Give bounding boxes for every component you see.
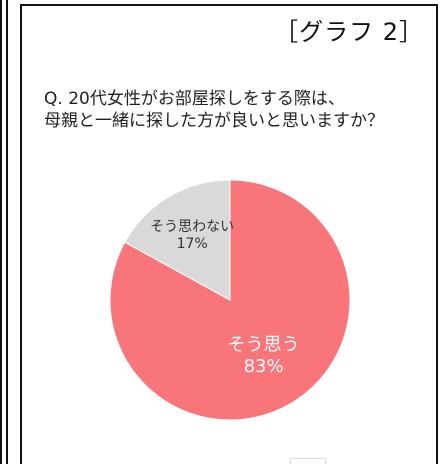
- left-frame-line: [0, 0, 2, 464]
- question-line-2: 母親と一緒に探した方が良いと思いますか？: [44, 111, 384, 131]
- pie-slice-disagree: [124, 179, 231, 301]
- bottom-decoration: [290, 458, 326, 464]
- question-line-1: Q. 20代女性がお部屋探しをする際は、: [44, 89, 345, 109]
- left-frame-inner-line: [6, 0, 8, 464]
- slice-value-agree: 83%: [244, 356, 284, 377]
- slice-value-disagree: 17%: [177, 236, 208, 252]
- graph-number-label: ［グラフ 2］: [274, 18, 424, 46]
- slice-label-disagree: そう思わない: [150, 219, 234, 235]
- question-text: Q. 20代女性がお部屋探しをする際は、 母親と一緒に探した方が良いと思いますか…: [44, 88, 436, 132]
- slice-label-agree: そう思う: [228, 335, 300, 356]
